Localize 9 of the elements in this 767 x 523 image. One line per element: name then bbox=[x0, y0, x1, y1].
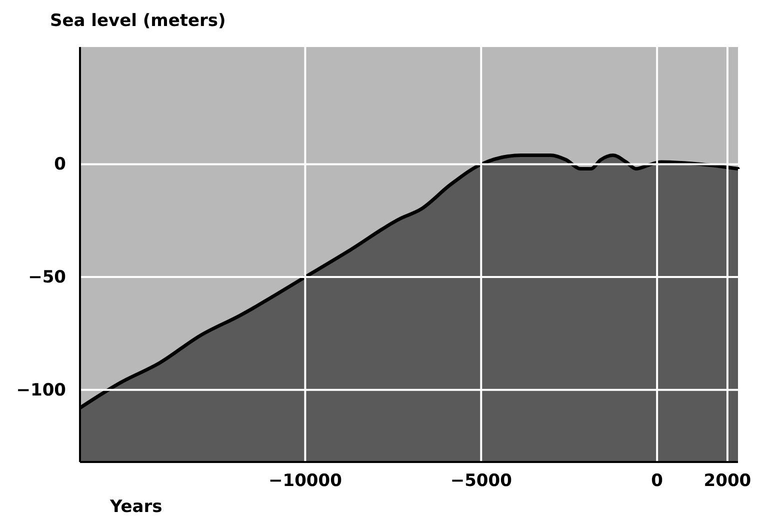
x-tick-label: −10000 bbox=[268, 471, 342, 492]
x-axis-title: Years bbox=[109, 497, 162, 517]
y-tick-label: −100 bbox=[16, 380, 66, 400]
x-tick-label: 0 bbox=[651, 471, 664, 492]
x-tick-label: 2000 bbox=[704, 471, 752, 492]
x-tick-label: −5000 bbox=[450, 471, 512, 492]
y-axis-title: Sea level (meters) bbox=[50, 11, 226, 31]
y-tick-label: 0 bbox=[54, 154, 66, 175]
y-tick-label: −50 bbox=[28, 267, 66, 288]
